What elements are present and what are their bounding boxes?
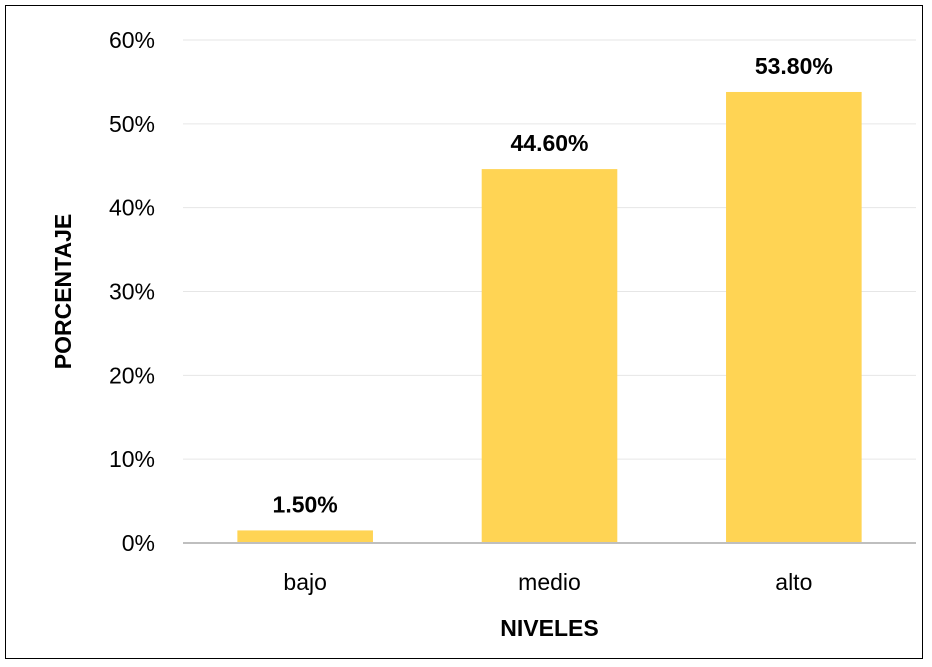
y-tick-label: 30% <box>109 279 155 305</box>
y-axis-title: PORCENTAJE <box>50 214 76 370</box>
x-tick-label: bajo <box>283 569 326 595</box>
data-labels: 1.50% 44.60% 53.80% <box>273 53 833 517</box>
data-label-medio: 44.60% <box>510 130 588 156</box>
data-label-alto: 53.80% <box>755 53 833 79</box>
y-tick-label: 20% <box>109 362 155 388</box>
data-label-bajo: 1.50% <box>273 491 338 517</box>
x-axis-title: NIVELES <box>500 615 598 641</box>
y-tick-label: 0% <box>122 530 155 556</box>
y-tick-label: 10% <box>109 446 155 472</box>
y-tick-label: 60% <box>109 27 155 53</box>
bar-alto <box>726 91 862 543</box>
y-tick-label: 50% <box>109 111 155 137</box>
y-tick-label: 40% <box>109 195 155 221</box>
x-tick-label: medio <box>518 569 581 595</box>
bar-medio <box>481 169 618 543</box>
x-tick-label: alto <box>775 569 812 595</box>
bars <box>237 91 862 543</box>
y-tick-labels: 0% 10% 20% 30% 40% 50% 60% <box>109 27 155 556</box>
x-tick-labels: bajo medio alto <box>283 569 812 595</box>
bar-bajo <box>237 530 373 543</box>
